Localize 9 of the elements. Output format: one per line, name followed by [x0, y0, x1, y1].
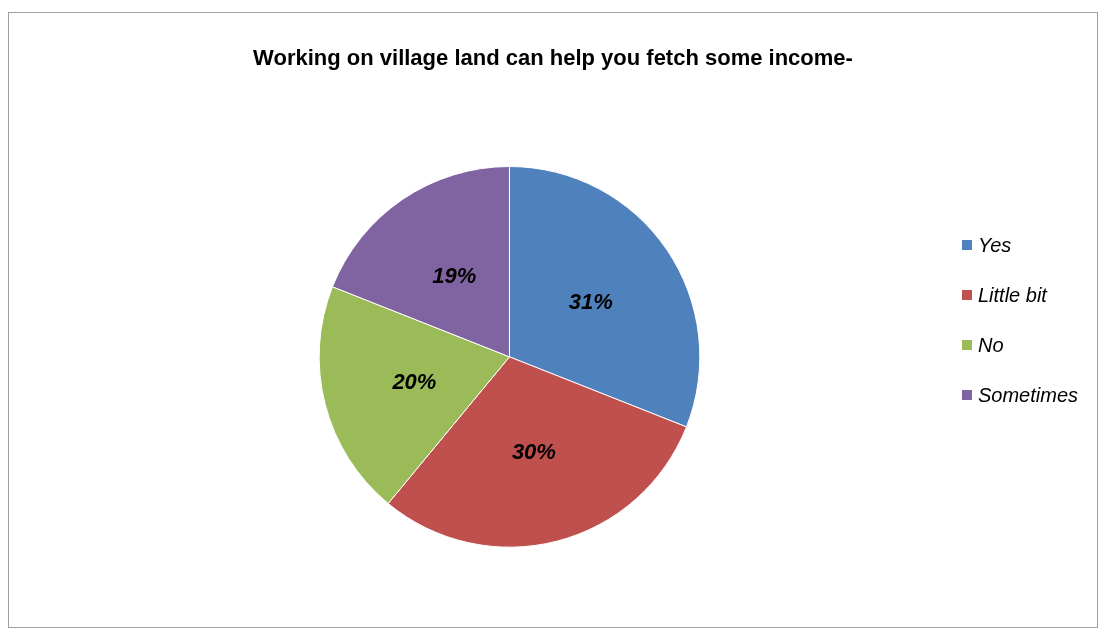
data-label: 31%	[568, 289, 613, 315]
legend-label: Yes	[977, 234, 1012, 256]
legend-label: Little bit	[977, 284, 1049, 306]
data-label: 30%	[511, 439, 556, 465]
legend-label: Sometimes	[977, 384, 1078, 406]
data-label: 19%	[432, 263, 477, 289]
data-label: 20%	[391, 368, 437, 394]
chart-title: Working on village land can help you fetch some income-	[253, 44, 853, 70]
legend-label: No	[977, 334, 1004, 356]
